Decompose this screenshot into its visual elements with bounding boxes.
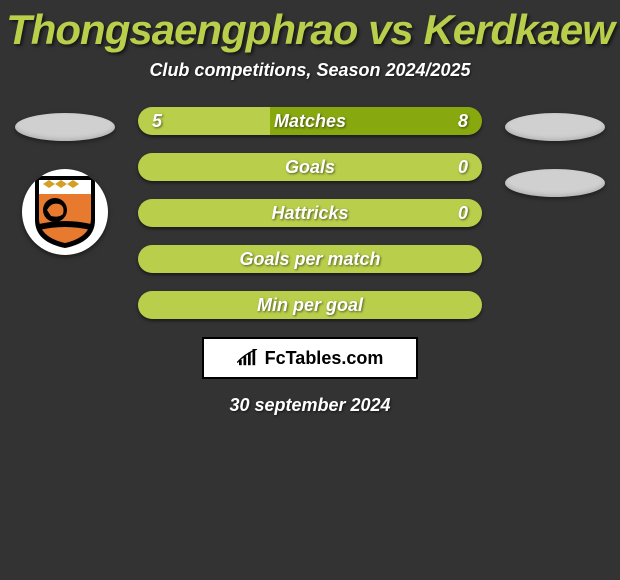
comparison-body: Matches58Goals0Hattricks0Goals per match… — [0, 107, 620, 319]
brand-text: FcTables.com — [265, 348, 384, 369]
bar-chart-icon — [237, 349, 259, 367]
left-player-column — [10, 107, 120, 255]
bar-value-left: 5 — [152, 111, 162, 132]
club-logo-placeholder — [505, 169, 605, 197]
player-avatar-placeholder — [505, 113, 605, 141]
bar-right-segment — [270, 107, 482, 135]
comparison-card: Thongsaengphrao vs Kerdkaew Club competi… — [0, 0, 620, 416]
bar-left-segment — [138, 291, 482, 319]
stat-bars: Matches58Goals0Hattricks0Goals per match… — [138, 107, 482, 319]
club-logo-left — [22, 169, 108, 255]
page-title: Thongsaengphrao vs Kerdkaew — [0, 6, 620, 54]
shield-icon — [31, 174, 99, 250]
stat-bar: Min per goal — [138, 291, 482, 319]
bar-value-right: 8 — [458, 111, 468, 132]
stat-bar: Goals0 — [138, 153, 482, 181]
bar-value-right: 0 — [458, 203, 468, 224]
date-text: 30 september 2024 — [0, 395, 620, 416]
stat-bar: Matches58 — [138, 107, 482, 135]
stat-bar: Hattricks0 — [138, 199, 482, 227]
bar-left-segment — [138, 153, 482, 181]
bar-value-right: 0 — [458, 157, 468, 178]
subtitle: Club competitions, Season 2024/2025 — [0, 60, 620, 81]
player-avatar-placeholder — [15, 113, 115, 141]
bar-left-segment — [138, 245, 482, 273]
right-player-column — [500, 107, 610, 197]
brand-badge[interactable]: FcTables.com — [202, 337, 418, 379]
bar-left-segment — [138, 199, 482, 227]
stat-bar: Goals per match — [138, 245, 482, 273]
